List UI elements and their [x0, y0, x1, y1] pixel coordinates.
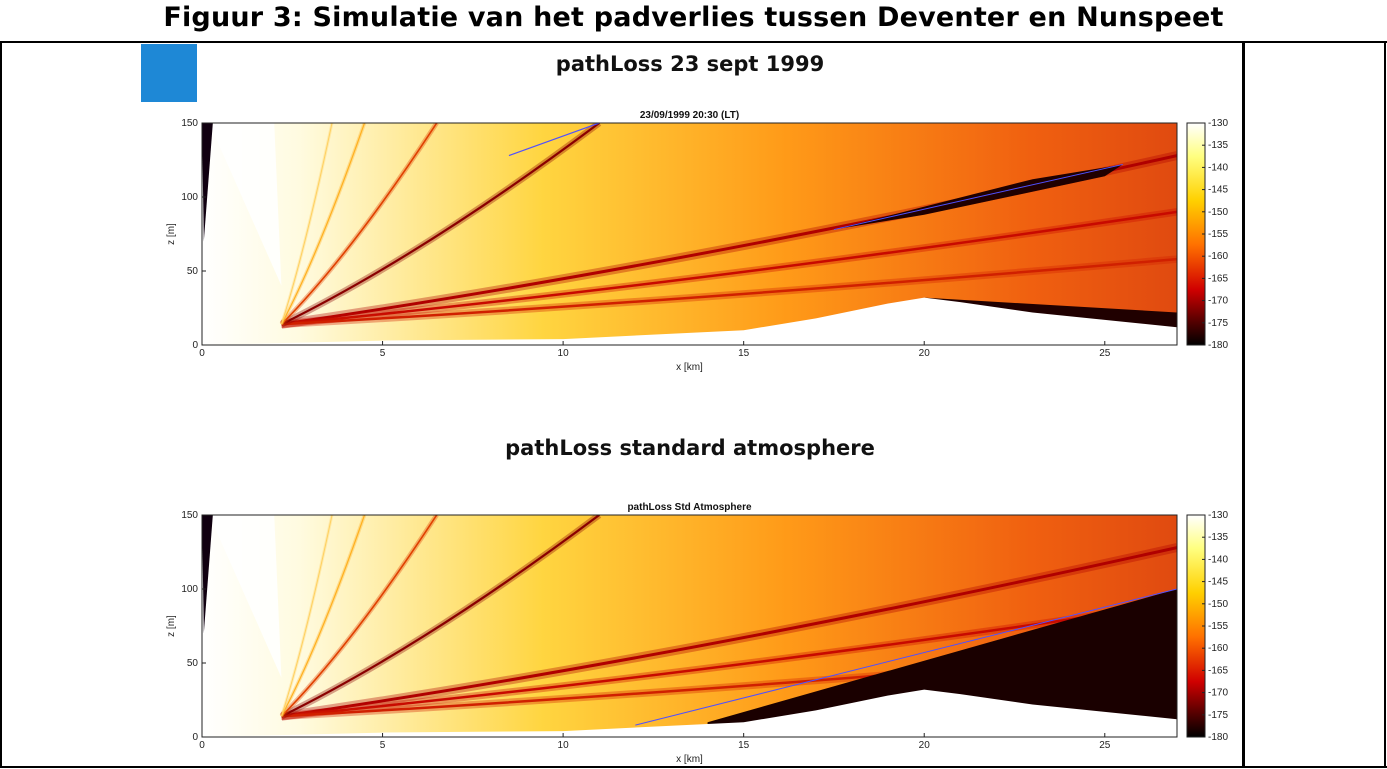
- colorbar-tick-label: -160: [1208, 251, 1228, 262]
- table-column-divider: [1242, 41, 1245, 768]
- colorbar-tick-label: -140: [1208, 162, 1228, 173]
- colorbar-tick-label: -160: [1208, 643, 1228, 654]
- table-border-right: [1384, 41, 1386, 768]
- x-tick-label: 5: [380, 348, 386, 359]
- panel-1-heading: pathLoss 23 sept 1999: [555, 52, 825, 76]
- colorbar-tick-label: -150: [1208, 207, 1228, 218]
- interference-lobe: [281, 257, 1177, 326]
- plot-title: 23/09/1999 20:30 (LT): [640, 110, 739, 121]
- y-tick-label: 50: [187, 266, 199, 277]
- colorbar-tick-label: -140: [1208, 554, 1228, 565]
- colorbar-tick-label: -145: [1208, 577, 1228, 588]
- panel-2-heading: pathLoss standard atmosphere: [505, 436, 875, 460]
- colorbar-tick-label: -170: [1208, 296, 1228, 307]
- interference-lobe: [280, 123, 600, 326]
- horizon-ray: [635, 588, 1177, 726]
- terrain-profile: [202, 689, 1177, 737]
- y-tick-label: 50: [187, 658, 199, 669]
- colorbar-tick-label: -165: [1208, 273, 1228, 284]
- y-tick-label: 150: [181, 118, 198, 129]
- chart-panel-1: 23/09/1999 20:30 (LT) 0 5 10 15 20 25 0 50 100 150…: [150, 105, 1240, 373]
- x-tick-label: 20: [919, 348, 931, 359]
- interference-lobe: [280, 515, 600, 718]
- upper-ray: [508, 123, 600, 157]
- colorbar-tick-label: -150: [1208, 599, 1228, 610]
- x-tick-label: 10: [558, 348, 570, 359]
- near-field-region: [209, 515, 282, 678]
- pathloss-heatmap-2: pathLoss Std Atmosphere 0 5 10 15 20 25 0 50 100 1…: [166, 502, 1228, 765]
- interference-lobe: [281, 546, 1177, 718]
- colorbar-tick-label: -155: [1208, 621, 1228, 632]
- table-border-left: [0, 41, 2, 768]
- y-tick-label: 100: [181, 192, 198, 203]
- terrain-profile: [202, 297, 1177, 345]
- x-tick-label: 0: [199, 740, 205, 751]
- x-tick-label: 15: [738, 348, 750, 359]
- duct-ray: [833, 163, 1123, 231]
- interference-lobe: [280, 123, 438, 325]
- radio-shadow-region: [707, 589, 1177, 737]
- colorbar-tick-label: -135: [1208, 140, 1228, 151]
- interference-lobe: [280, 123, 333, 325]
- transmitter-near-field: [202, 515, 213, 634]
- colorbar-tick-label: -180: [1208, 732, 1228, 743]
- heatmap-field: [202, 515, 1177, 737]
- pathloss-heatmap-1: 23/09/1999 20:30 (LT) 0 5 10 15 20 25 0 50 100 150…: [166, 110, 1228, 373]
- interference-lobe: [280, 515, 333, 717]
- colorbar-tick-label: -145: [1208, 185, 1228, 196]
- plot-frame: [201, 514, 1178, 738]
- near-field-region: [209, 123, 282, 286]
- x-tick-label: 20: [919, 740, 931, 751]
- y-tick-label: 0: [192, 340, 198, 351]
- interference-lobe: [280, 515, 366, 717]
- colorbar-tick-label: -180: [1208, 340, 1228, 351]
- colorbar-tick-label: -170: [1208, 688, 1228, 699]
- x-axis-label: x [km]: [676, 362, 703, 373]
- x-tick-label: 5: [380, 740, 386, 751]
- figure-title: Figuur 3: Simulatie van het padverlies t…: [163, 2, 1224, 33]
- heatmap-field: [202, 123, 1177, 345]
- x-tick-label: 15: [738, 740, 750, 751]
- colorbar-tick-label: -130: [1208, 118, 1228, 129]
- interference-lobe: [280, 123, 366, 325]
- colorbar-tick-label: -165: [1208, 665, 1228, 676]
- x-tick-label: 10: [558, 740, 570, 751]
- transmitter-near-field: [202, 123, 213, 242]
- plot-frame: [201, 122, 1178, 346]
- colorbar-tick-label: -175: [1208, 318, 1228, 329]
- y-tick-label: 0: [192, 732, 198, 743]
- x-tick-label: 0: [199, 348, 205, 359]
- table-border-top: [0, 41, 1387, 43]
- table-border-bottom: [0, 766, 1387, 768]
- interference-lobe: [281, 210, 1177, 326]
- plot-title: pathLoss Std Atmosphere: [627, 502, 752, 513]
- colorbar-tick-label: -130: [1208, 510, 1228, 521]
- colorbar-tick-label: -135: [1208, 532, 1228, 543]
- x-tick-label: 25: [1099, 740, 1111, 751]
- interference-lobe: [280, 515, 438, 717]
- colorbar-tick-label: -155: [1208, 229, 1228, 240]
- y-tick-label: 150: [181, 510, 198, 521]
- x-axis-label: x [km]: [676, 754, 703, 765]
- blue-marker-square: [141, 44, 197, 102]
- x-tick-label: 25: [1099, 348, 1111, 359]
- chart-panel-2: pathLoss Std Atmosphere 0 5 10 15 20 25 0 50 100 1…: [150, 497, 1240, 765]
- colorbar-tick-label: -175: [1208, 710, 1228, 721]
- y-axis-label: z [m]: [166, 223, 177, 245]
- y-axis-label: z [m]: [166, 615, 177, 637]
- y-tick-label: 100: [181, 584, 198, 595]
